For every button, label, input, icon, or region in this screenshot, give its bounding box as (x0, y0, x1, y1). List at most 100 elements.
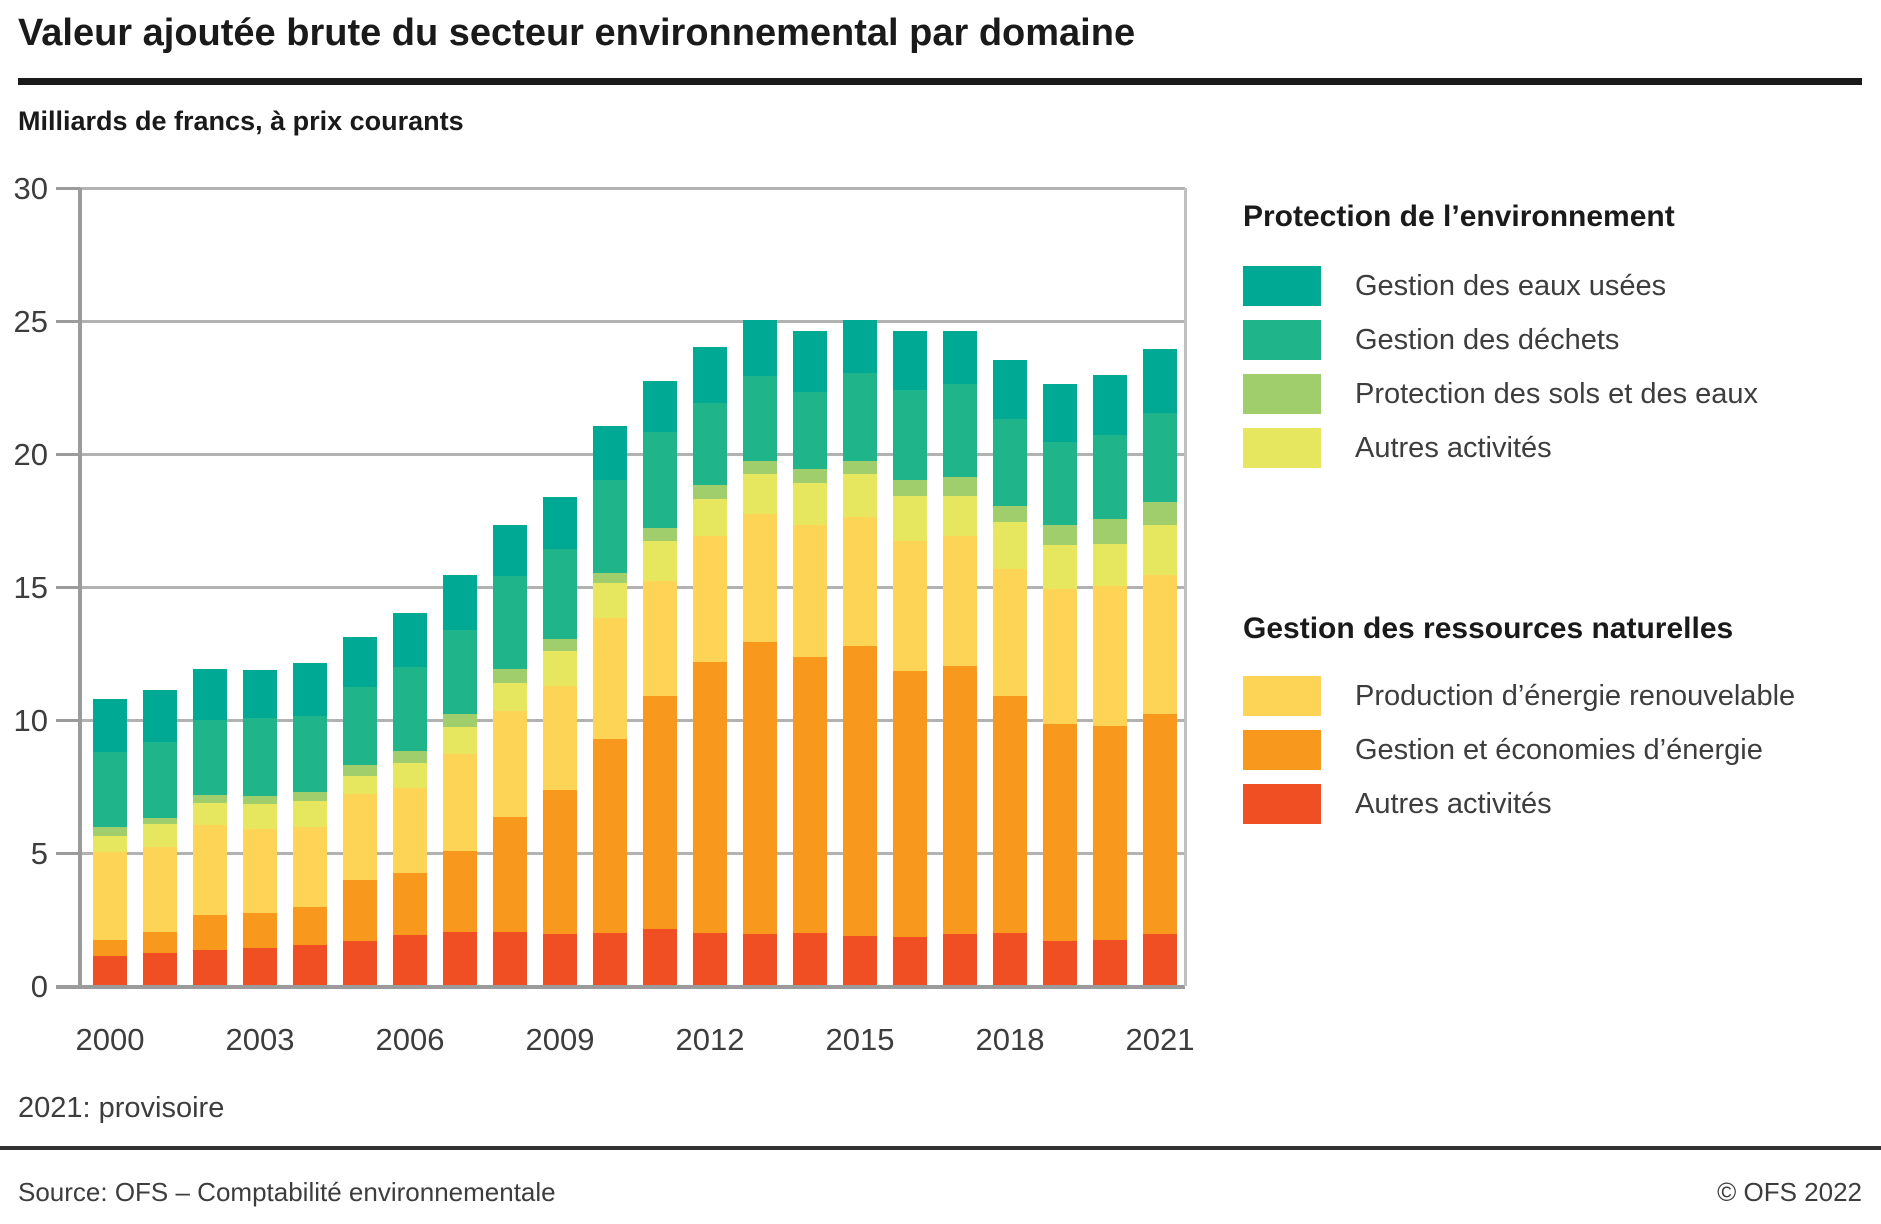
bar-segment-dechets (443, 629, 477, 714)
bar-segment-sols_et_eaux (193, 794, 227, 803)
bar-segment-autres_protection (593, 583, 627, 618)
bar-segment-sols_et_eaux (1143, 502, 1177, 525)
bar-segment-autres_ressources (1043, 941, 1077, 985)
gridline-30 (80, 187, 1185, 190)
bar-segment-eaux_usees (543, 497, 577, 549)
x-tick-label-2012: 2012 (675, 1022, 745, 1057)
bar-segment-eaux_usees (943, 331, 977, 385)
legend-swatch (1243, 730, 1321, 770)
bar-segment-energie_renouvelable (543, 685, 577, 790)
bar-segment-dechets (693, 402, 727, 486)
bar-segment-sols_et_eaux (693, 485, 727, 499)
bar-segment-dechets (843, 373, 877, 462)
bar-segment-autres_ressources (443, 931, 477, 985)
bar-segment-economies_energie (743, 641, 777, 935)
bar-segment-sols_et_eaux (743, 461, 777, 475)
bar-segment-energie_renouvelable (743, 514, 777, 642)
bar-segment-dechets (1093, 434, 1127, 519)
gridline-5 (80, 852, 1185, 855)
y-tick-label-5: 5 (30, 836, 48, 871)
bar-segment-autres_protection (393, 763, 427, 789)
x-tick-label-2021: 2021 (1125, 1022, 1195, 1057)
bar-segment-autres_ressources (743, 934, 777, 985)
bar-segment-eaux_usees (643, 381, 677, 432)
bar-segment-energie_renouvelable (243, 829, 277, 914)
bar-segment-autres_ressources (393, 934, 427, 985)
axis-unit-label: Milliards de francs, à prix courants (18, 106, 464, 136)
bar-segment-energie_renouvelable (993, 568, 1027, 697)
bar-segment-eaux_usees (793, 331, 827, 393)
bar-2005 (343, 637, 377, 985)
bar-segment-eaux_usees (993, 359, 1027, 419)
bar-segment-autres_protection (743, 474, 777, 515)
bar-segment-autres_ressources (643, 929, 677, 985)
bar-segment-energie_renouvelable (293, 826, 327, 907)
x-tick-label-2000: 2000 (75, 1022, 145, 1057)
bar-2000 (93, 699, 127, 985)
bar-segment-sols_et_eaux (243, 796, 277, 805)
x-tick-label-2015: 2015 (825, 1022, 895, 1057)
footer-rule (0, 1146, 1881, 1150)
gridline-10 (80, 719, 1185, 722)
bar-segment-economies_energie (93, 939, 127, 956)
bar-segment-eaux_usees (293, 663, 327, 717)
bar-segment-autres_protection (293, 801, 327, 827)
bar-segment-autres_protection (1093, 543, 1127, 587)
y-tick-mark-5 (56, 852, 80, 855)
bar-segment-sols_et_eaux (493, 668, 527, 684)
gridline-25 (80, 320, 1185, 323)
bar-2015 (843, 320, 877, 985)
legend-label: Autres activités (1355, 787, 1552, 820)
bar-segment-autres_ressources (993, 933, 1027, 985)
bar-segment-autres_protection (193, 802, 227, 826)
legend-group-ressources: Gestion des ressources naturelles Produc… (1243, 612, 1873, 824)
bar-segment-dechets (593, 479, 627, 573)
bar-segment-autres_protection (943, 495, 977, 536)
bar-segment-autres_ressources (243, 947, 277, 985)
legend-item: Gestion et économies d’énergie (1243, 730, 1873, 770)
bar-segment-dechets (143, 741, 177, 818)
bar-segment-autres_ressources (143, 953, 177, 985)
bar-segment-autres_protection (343, 776, 377, 794)
bar-segment-energie_renouvelable (843, 516, 877, 646)
legend-item: Gestion des déchets (1243, 320, 1873, 360)
legend-group-title: Protection de l’environnement (1243, 200, 1675, 233)
legend-item: Protection des sols et des eaux (1243, 374, 1873, 414)
bar-segment-sols_et_eaux (643, 527, 677, 541)
y-tick-label-10: 10 (13, 703, 48, 738)
bar-segment-autres_protection (243, 804, 277, 830)
legend-label: Production d’énergie renouvelable (1355, 679, 1796, 712)
bar-segment-eaux_usees (443, 575, 477, 630)
bar-segment-energie_renouvelable (1093, 586, 1127, 726)
bar-segment-autres_ressources (943, 934, 977, 985)
gridline-20 (80, 453, 1185, 456)
bar-segment-energie_renouvelable (1043, 588, 1077, 725)
bar-segment-eaux_usees (243, 670, 277, 718)
bar-segment-eaux_usees (593, 426, 627, 480)
bar-segment-autres_ressources (1143, 934, 1177, 985)
copyright-text: © OFS 2022 (1717, 1177, 1862, 1207)
x-tick-label-2018: 2018 (975, 1022, 1045, 1057)
legend-label: Autres activités (1355, 431, 1552, 464)
bar-segment-economies_energie (1143, 713, 1177, 935)
bar-segment-eaux_usees (893, 331, 927, 390)
legend-swatch (1243, 428, 1321, 468)
bar-segment-sols_et_eaux (943, 477, 977, 496)
bar-segment-energie_renouvelable (643, 580, 677, 697)
y-tick-label-20: 20 (13, 437, 48, 472)
bar-segment-economies_energie (943, 665, 977, 935)
y-tick-label-25: 25 (13, 304, 48, 339)
bar-segment-autres_ressources (793, 933, 827, 985)
bar-segment-dechets (193, 720, 227, 795)
bar-2008 (493, 525, 527, 985)
bar-segment-economies_energie (1093, 725, 1127, 940)
bar-segment-eaux_usees (393, 613, 427, 668)
y-tick-mark-20 (56, 453, 80, 456)
bar-segment-sols_et_eaux (393, 751, 427, 764)
bar-segment-energie_renouvelable (393, 788, 427, 874)
bar-segment-dechets (243, 717, 277, 797)
legend-label: Protection des sols et des eaux (1355, 377, 1759, 410)
bar-segment-economies_energie (193, 914, 227, 951)
bar-segment-dechets (793, 392, 827, 470)
bar-segment-autres_ressources (593, 933, 627, 985)
